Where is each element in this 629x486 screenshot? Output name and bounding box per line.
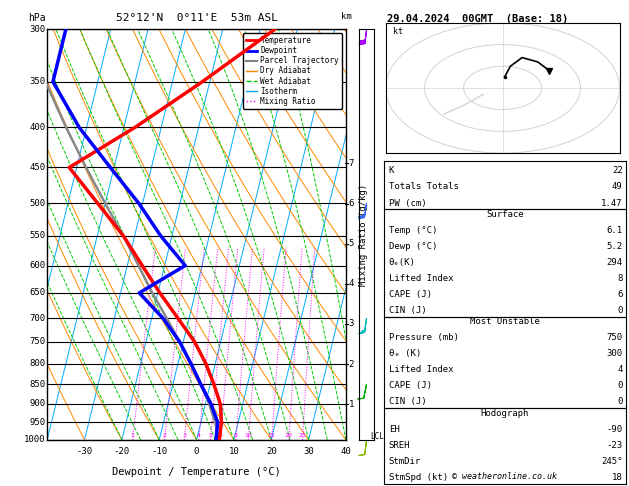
Text: 5.2: 5.2 [606,242,623,251]
Text: Temp (°C): Temp (°C) [389,226,437,235]
Text: 900: 900 [30,399,46,408]
Text: 8: 8 [617,274,623,283]
Text: 350: 350 [30,77,46,86]
Text: 300: 300 [606,349,623,358]
Text: 10: 10 [228,447,239,456]
Text: CAPE (J): CAPE (J) [389,290,431,299]
Text: 1: 1 [348,399,354,409]
Text: -90: -90 [606,425,623,434]
Text: 8: 8 [234,433,238,438]
Text: 30: 30 [303,447,314,456]
Text: 450: 450 [30,163,46,172]
Text: 4: 4 [617,365,623,374]
Text: 4: 4 [197,433,201,438]
Text: 20: 20 [285,433,293,438]
Text: 40: 40 [340,447,352,456]
Text: -10: -10 [151,447,167,456]
Text: 4: 4 [348,279,354,288]
Text: km: km [341,12,352,21]
Text: K: K [389,166,394,175]
Text: 3: 3 [182,433,186,438]
Text: ASL: ASL [338,0,354,2]
Text: EH: EH [389,425,399,434]
Text: Pressure (mb): Pressure (mb) [389,333,459,342]
Text: 550: 550 [30,231,46,241]
Text: hPa: hPa [28,13,46,23]
Text: 2: 2 [162,433,167,438]
Text: Totals Totals: Totals Totals [389,182,459,191]
Text: 600: 600 [30,261,46,270]
Text: 750: 750 [606,333,623,342]
Text: 300: 300 [30,25,46,34]
Text: 5: 5 [348,239,354,248]
Text: 6: 6 [348,199,354,208]
Text: 7: 7 [348,159,354,168]
Text: Most Unstable: Most Unstable [470,317,540,326]
Text: 22: 22 [612,166,623,175]
Text: 29.04.2024  00GMT  (Base: 18): 29.04.2024 00GMT (Base: 18) [387,14,568,24]
Text: Lifted Index: Lifted Index [389,365,454,374]
Text: LCL: LCL [370,432,384,441]
Text: © weatheronline.co.uk: © weatheronline.co.uk [452,472,557,481]
Text: 15: 15 [268,433,276,438]
Text: 500: 500 [30,199,46,208]
Text: θₑ(K): θₑ(K) [389,258,416,267]
Text: 0: 0 [617,398,623,406]
Text: 1.47: 1.47 [601,198,623,208]
Text: 49: 49 [612,182,623,191]
Text: 6.1: 6.1 [606,226,623,235]
Text: 10: 10 [245,433,252,438]
Text: θₑ (K): θₑ (K) [389,349,421,358]
Text: -30: -30 [77,447,92,456]
Text: 1: 1 [131,433,135,438]
Text: 6: 6 [218,433,222,438]
Text: Hodograph: Hodograph [481,409,529,417]
Text: 800: 800 [30,359,46,368]
Text: 2: 2 [348,360,354,368]
Text: 650: 650 [30,288,46,297]
Text: 850: 850 [30,380,46,389]
Text: Mixing Ratio (g/kg): Mixing Ratio (g/kg) [359,183,368,286]
Legend: Temperature, Dewpoint, Parcel Trajectory, Dry Adiabat, Wet Adiabat, Isotherm, Mi: Temperature, Dewpoint, Parcel Trajectory… [243,33,342,109]
Text: -23: -23 [606,441,623,450]
Text: StmDir: StmDir [389,457,421,466]
Text: Surface: Surface [486,210,523,219]
Text: kt: kt [392,27,403,36]
Text: 3: 3 [348,319,354,329]
Text: 20: 20 [266,447,277,456]
Text: 700: 700 [30,313,46,323]
Text: 245°: 245° [601,457,623,466]
Text: 950: 950 [30,418,46,427]
Text: 18: 18 [612,473,623,482]
Text: 52°12'N  0°11'E  53m ASL: 52°12'N 0°11'E 53m ASL [116,13,277,23]
Text: -20: -20 [114,447,130,456]
Text: Dewpoint / Temperature (°C): Dewpoint / Temperature (°C) [112,467,281,477]
Text: CIN (J): CIN (J) [389,398,426,406]
Text: 400: 400 [30,123,46,132]
Text: 1000: 1000 [24,435,46,444]
Text: 294: 294 [606,258,623,267]
Text: PW (cm): PW (cm) [389,198,426,208]
Text: CIN (J): CIN (J) [389,306,426,315]
Text: SREH: SREH [389,441,410,450]
Text: 25: 25 [299,433,306,438]
Text: CAPE (J): CAPE (J) [389,382,431,390]
Text: 750: 750 [30,337,46,346]
Text: 6: 6 [617,290,623,299]
Text: 0: 0 [194,447,199,456]
Text: 0: 0 [617,306,623,315]
Text: 5: 5 [209,433,213,438]
Text: 0: 0 [617,382,623,390]
Text: Dewp (°C): Dewp (°C) [389,242,437,251]
Text: StmSpd (kt): StmSpd (kt) [389,473,448,482]
Text: Lifted Index: Lifted Index [389,274,454,283]
